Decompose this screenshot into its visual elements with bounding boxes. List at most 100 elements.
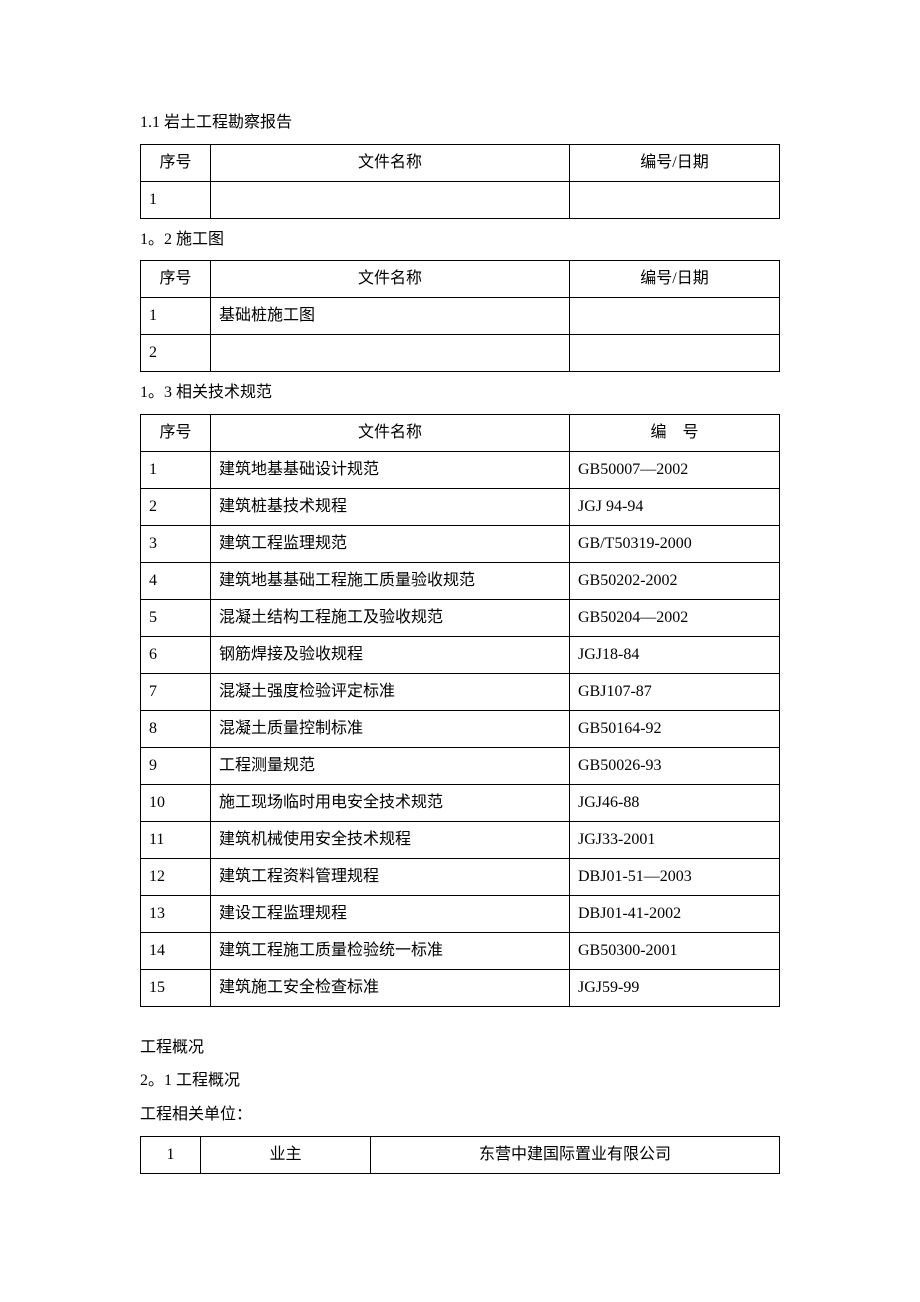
cell-seq: 9 [141, 747, 211, 784]
cell-name: 建筑地基基础工程施工质量验收规范 [211, 562, 570, 599]
section-2-related: 工程相关单位： [140, 1102, 780, 1128]
table-row: 1 基础桩施工图 [141, 298, 780, 335]
section-2-heading: 工程概况 [140, 1035, 780, 1061]
cell-code: GB50007—2002 [570, 451, 780, 488]
section-1-3-title: 1。3 相关技术规范 [140, 380, 780, 406]
spacer [140, 1015, 780, 1035]
cell-seq: 14 [141, 932, 211, 969]
cell-org: 东营中建国际置业有限公司 [371, 1136, 780, 1173]
cell-name: 工程测量规范 [211, 747, 570, 784]
cell-code: GB50300-2001 [570, 932, 780, 969]
cell-seq: 1 [141, 451, 211, 488]
cell-name: 施工现场临时用电安全技术规范 [211, 784, 570, 821]
table-1-1: 序号 文件名称 编号/日期 1 [140, 144, 780, 219]
cell-seq: 2 [141, 488, 211, 525]
table-row: 15建筑施工安全检查标准JGJ59-99 [141, 969, 780, 1006]
cell-seq: 3 [141, 525, 211, 562]
section-2-1-title: 2。1 工程概况 [140, 1068, 780, 1094]
cell-role: 业主 [201, 1136, 371, 1173]
cell-code [570, 181, 780, 218]
table-row: 13建设工程监理规程DBJ01-41-2002 [141, 895, 780, 932]
table-row: 2建筑桩基技术规程JGJ 94-94 [141, 488, 780, 525]
cell-name: 建筑桩基技术规程 [211, 488, 570, 525]
col-header-seq: 序号 [141, 144, 211, 181]
cell-code: JGJ18-84 [570, 636, 780, 673]
col-header-code: 编号/日期 [570, 261, 780, 298]
cell-seq: 8 [141, 710, 211, 747]
section-1-1-title: 1.1 岩土工程勘察报告 [140, 110, 780, 136]
table-2-1: 1 业主 东营中建国际置业有限公司 [140, 1136, 780, 1174]
cell-code: GB50204—2002 [570, 599, 780, 636]
cell-seq: 10 [141, 784, 211, 821]
cell-name: 建筑施工安全检查标准 [211, 969, 570, 1006]
table-row: 2 [141, 335, 780, 372]
cell-code: JGJ46-88 [570, 784, 780, 821]
table-1-3: 序号 文件名称 编 号 1建筑地基基础设计规范GB50007—20022建筑桩基… [140, 414, 780, 1007]
table-row: 11建筑机械使用安全技术规程JGJ33-2001 [141, 821, 780, 858]
cell-seq: 6 [141, 636, 211, 673]
cell-code: DBJ01-51—2003 [570, 858, 780, 895]
cell-code: JGJ59-99 [570, 969, 780, 1006]
table-row: 10施工现场临时用电安全技术规范JGJ46-88 [141, 784, 780, 821]
cell-code: GB50202-2002 [570, 562, 780, 599]
col-header-code: 编 号 [570, 414, 780, 451]
cell-name: 混凝土强度检验评定标准 [211, 673, 570, 710]
col-header-code: 编号/日期 [570, 144, 780, 181]
cell-code: GB50026-93 [570, 747, 780, 784]
cell-seq: 12 [141, 858, 211, 895]
cell-name: 钢筋焊接及验收规程 [211, 636, 570, 673]
cell-name: 混凝土结构工程施工及验收规范 [211, 599, 570, 636]
cell-code [570, 298, 780, 335]
cell-name: 建筑地基基础设计规范 [211, 451, 570, 488]
cell-seq: 4 [141, 562, 211, 599]
cell-seq: 1 [141, 181, 211, 218]
cell-name [211, 335, 570, 372]
table-row: 1建筑地基基础设计规范GB50007—2002 [141, 451, 780, 488]
cell-seq: 7 [141, 673, 211, 710]
table-row: 4建筑地基基础工程施工质量验收规范GB50202-2002 [141, 562, 780, 599]
cell-name [211, 181, 570, 218]
cell-code: JGJ 94-94 [570, 488, 780, 525]
table-row: 序号 文件名称 编号/日期 [141, 261, 780, 298]
cell-seq: 2 [141, 335, 211, 372]
cell-name: 建筑机械使用安全技术规程 [211, 821, 570, 858]
table-row: 序号 文件名称 编号/日期 [141, 144, 780, 181]
table-row: 6钢筋焊接及验收规程JGJ18-84 [141, 636, 780, 673]
cell-seq: 13 [141, 895, 211, 932]
cell-seq: 1 [141, 1136, 201, 1173]
table-row: 7混凝土强度检验评定标准GBJ107-87 [141, 673, 780, 710]
cell-code: GB/T50319-2000 [570, 525, 780, 562]
table-row: 3建筑工程监理规范GB/T50319-2000 [141, 525, 780, 562]
table-1-2: 序号 文件名称 编号/日期 1 基础桩施工图 2 [140, 260, 780, 372]
cell-seq: 5 [141, 599, 211, 636]
col-header-seq: 序号 [141, 261, 211, 298]
cell-code: GB50164-92 [570, 710, 780, 747]
table-row: 8混凝土质量控制标准GB50164-92 [141, 710, 780, 747]
table-row: 12建筑工程资料管理规程DBJ01-51—2003 [141, 858, 780, 895]
cell-name: 混凝土质量控制标准 [211, 710, 570, 747]
cell-name: 建设工程监理规程 [211, 895, 570, 932]
col-header-name: 文件名称 [211, 261, 570, 298]
col-header-name: 文件名称 [211, 144, 570, 181]
table-row: 14建筑工程施工质量检验统一标准GB50300-2001 [141, 932, 780, 969]
table-row: 1 [141, 181, 780, 218]
section-1-2-title: 1。2 施工图 [140, 227, 780, 253]
table-row: 序号 文件名称 编 号 [141, 414, 780, 451]
cell-code [570, 335, 780, 372]
table-row: 5混凝土结构工程施工及验收规范GB50204—2002 [141, 599, 780, 636]
table-row: 1 业主 东营中建国际置业有限公司 [141, 1136, 780, 1173]
cell-seq: 1 [141, 298, 211, 335]
table-row: 9工程测量规范GB50026-93 [141, 747, 780, 784]
col-header-name: 文件名称 [211, 414, 570, 451]
col-header-seq: 序号 [141, 414, 211, 451]
cell-code: JGJ33-2001 [570, 821, 780, 858]
document-page: 1.1 岩土工程勘察报告 序号 文件名称 编号/日期 1 1。2 施工图 序号 … [0, 0, 920, 1302]
cell-name: 建筑工程监理规范 [211, 525, 570, 562]
cell-name: 建筑工程资料管理规程 [211, 858, 570, 895]
cell-seq: 11 [141, 821, 211, 858]
cell-seq: 15 [141, 969, 211, 1006]
cell-code: DBJ01-41-2002 [570, 895, 780, 932]
cell-name: 建筑工程施工质量检验统一标准 [211, 932, 570, 969]
cell-name: 基础桩施工图 [211, 298, 570, 335]
cell-code: GBJ107-87 [570, 673, 780, 710]
